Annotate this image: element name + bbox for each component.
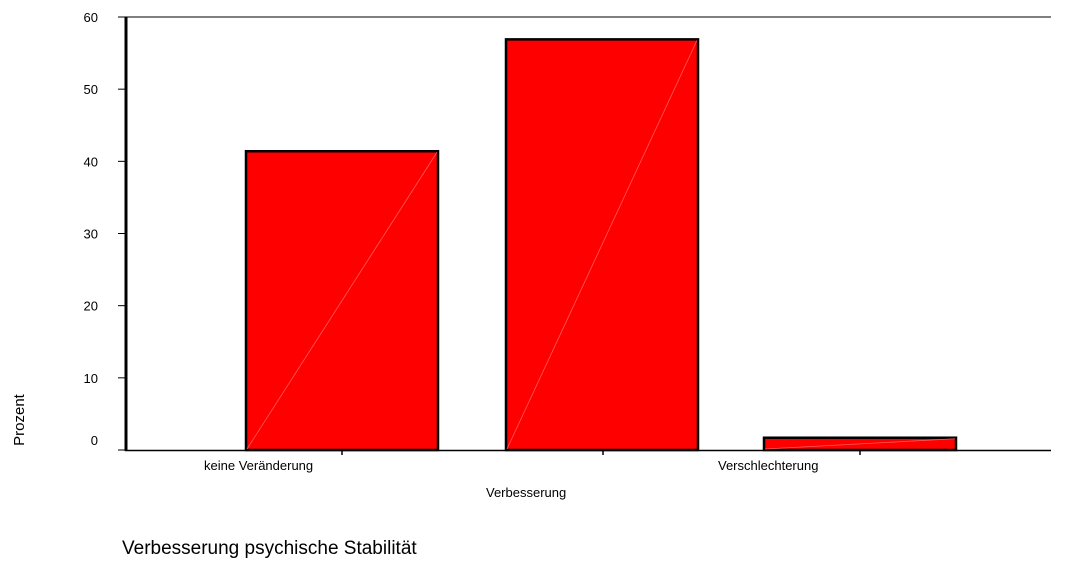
y-tick-label: 60 [84, 10, 98, 25]
y-tick-label: 20 [84, 299, 98, 314]
bar-3 [762, 436, 958, 452]
bar-2 [504, 38, 700, 452]
y-ticks: 0 10 20 30 40 50 60 [84, 10, 126, 451]
x-axis-title: Verbesserung psychische Stabilität [122, 538, 417, 558]
x-ticks: keine Veränderung Verbesserung Verschlecht… [204, 450, 861, 500]
bar-diagonal [764, 438, 956, 450]
bar-diagonal [246, 152, 438, 450]
y-tick-label: 0 [91, 433, 98, 448]
y-axis-title: Prozent [11, 393, 28, 446]
bar-diagonal [506, 40, 698, 450]
y-tick-label: 50 [84, 82, 98, 97]
bar-1 [244, 149, 440, 452]
x-tick-label: Verschlechterung [718, 458, 818, 473]
y-tick-label: 30 [84, 227, 98, 242]
x-tick-label: keine Veränderung [204, 458, 313, 473]
y-tick-label: 10 [84, 371, 98, 386]
bars-layer [244, 38, 958, 452]
x-tick-label: Verbesserung [486, 485, 566, 500]
y-tick-label: 40 [84, 154, 98, 169]
